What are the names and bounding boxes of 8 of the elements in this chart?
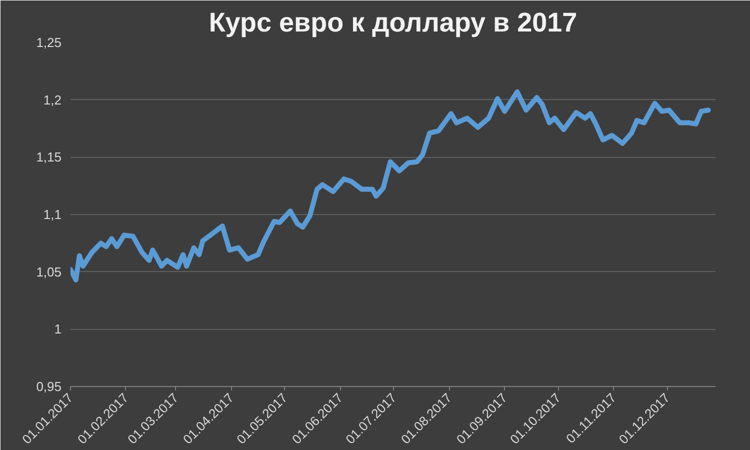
y-tick-label: 1,05 [36,264,62,280]
y-tick-label: 1,15 [36,150,62,165]
y-tick-label: 0,95 [36,379,62,394]
chart-title: Курс евро к доллару в 2017 [208,8,578,38]
y-tick-label: 1,25 [36,35,62,50]
y-tick-label: 1,1 [43,207,62,222]
y-tick-label: 1 [54,322,62,337]
y-tick-label: 1,2 [43,92,62,108]
